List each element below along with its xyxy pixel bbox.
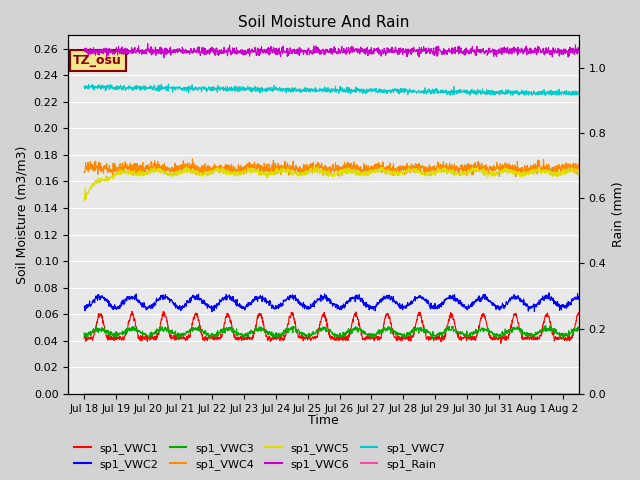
Title: Soil Moisture And Rain: Soil Moisture And Rain	[238, 15, 409, 30]
Y-axis label: Soil Moisture (m3/m3): Soil Moisture (m3/m3)	[15, 145, 28, 284]
Text: TZ_osu: TZ_osu	[73, 54, 122, 67]
Legend: sp1_VWC1, sp1_VWC2, sp1_VWC3, sp1_VWC4, sp1_VWC5, sp1_VWC6, sp1_VWC7, sp1_Rain: sp1_VWC1, sp1_VWC2, sp1_VWC3, sp1_VWC4, …	[70, 438, 449, 474]
Y-axis label: Rain (mm): Rain (mm)	[612, 182, 625, 247]
X-axis label: Time: Time	[308, 414, 339, 427]
